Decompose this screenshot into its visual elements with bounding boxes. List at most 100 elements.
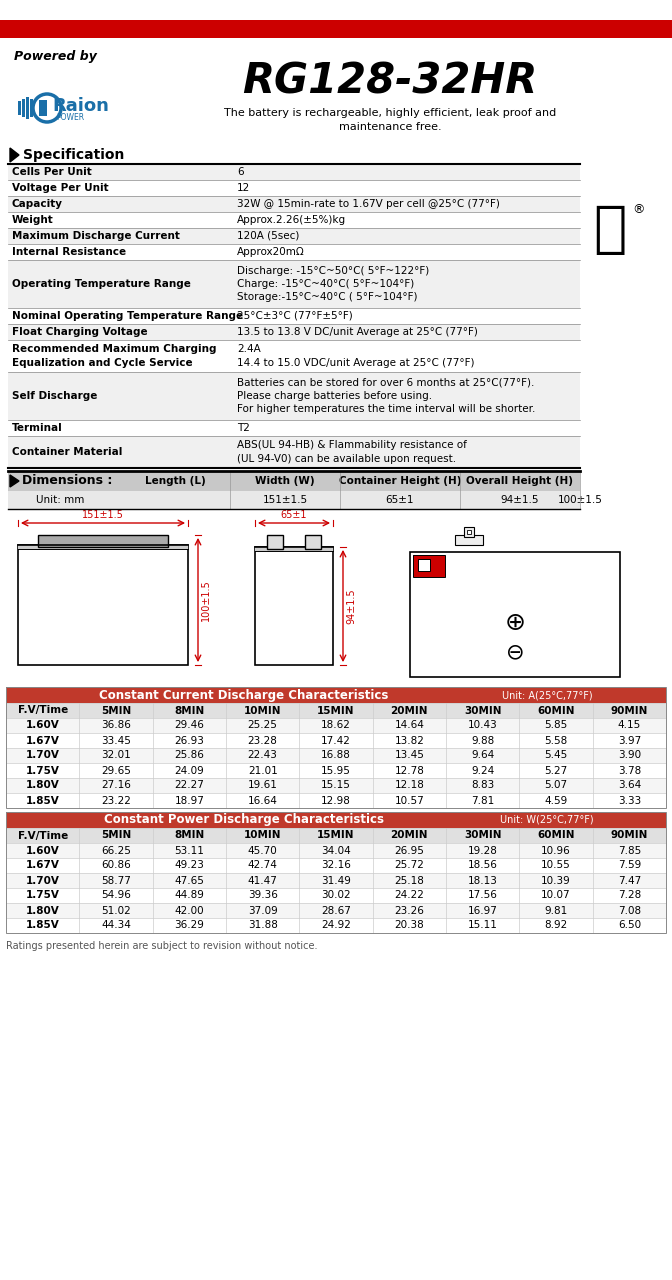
Text: 37.09: 37.09 [248, 905, 278, 915]
Text: 18.97: 18.97 [175, 795, 204, 805]
Text: 36.86: 36.86 [101, 721, 131, 731]
Bar [6, 844, 666, 858]
Bar [267, 535, 283, 549]
Text: Raion: Raion [52, 97, 109, 115]
Text: 47.65: 47.65 [175, 876, 204, 886]
Bar [418, 559, 430, 571]
Text: 25.86: 25.86 [175, 750, 204, 760]
Text: 3.78: 3.78 [618, 765, 641, 776]
Bar [410, 552, 620, 677]
Text: Float Charging Voltage: Float Charging Voltage [12, 326, 148, 337]
Bar [6, 687, 666, 808]
Text: 1.75V: 1.75V [26, 765, 60, 776]
Bar [6, 794, 666, 808]
Text: 5.27: 5.27 [544, 765, 568, 776]
Text: 10.39: 10.39 [541, 876, 571, 886]
Text: Weight: Weight [12, 215, 54, 225]
Bar [6, 873, 666, 888]
Text: 100±1.5: 100±1.5 [201, 579, 211, 621]
Text: 23.28: 23.28 [248, 736, 278, 745]
Text: F.V/Time: F.V/Time [17, 705, 68, 716]
Bar [22, 99, 25, 116]
Text: 7.08: 7.08 [618, 905, 641, 915]
Text: 10MIN: 10MIN [244, 831, 282, 841]
Text: Container Height (H): Container Height (H) [339, 476, 461, 486]
Text: 17.56: 17.56 [468, 891, 497, 901]
Text: Constant Current Discharge Characteristics: Constant Current Discharge Characteristi… [99, 689, 388, 701]
Bar [8, 492, 580, 509]
Text: Self Discharge: Self Discharge [12, 390, 97, 401]
Text: Nominal Operating Temperature Range: Nominal Operating Temperature Range [12, 311, 243, 321]
Text: 20MIN: 20MIN [390, 831, 428, 841]
Text: 8MIN: 8MIN [174, 705, 204, 716]
Text: 3.97: 3.97 [618, 736, 641, 745]
Text: 49.23: 49.23 [175, 860, 204, 870]
Text: ⊕: ⊕ [505, 611, 526, 635]
Text: 10.55: 10.55 [541, 860, 571, 870]
Text: 60.86: 60.86 [101, 860, 131, 870]
Text: 19.28: 19.28 [468, 846, 497, 855]
Text: 10.07: 10.07 [541, 891, 571, 901]
Text: 24.09: 24.09 [175, 765, 204, 776]
Bar [30, 99, 33, 116]
Text: 4.15: 4.15 [618, 721, 641, 731]
Text: 44.34: 44.34 [101, 920, 131, 931]
Text: 7.59: 7.59 [618, 860, 641, 870]
Text: 94±1.5: 94±1.5 [501, 495, 539, 506]
Text: 45.70: 45.70 [248, 846, 278, 855]
Text: 7.47: 7.47 [618, 876, 641, 886]
Text: 5MIN: 5MIN [101, 705, 131, 716]
Text: 3.64: 3.64 [618, 781, 641, 791]
Text: 23.22: 23.22 [101, 795, 131, 805]
Text: Constant Power Discharge Characteristics: Constant Power Discharge Characteristics [103, 814, 384, 827]
Bar [8, 228, 580, 244]
Text: 65±1: 65±1 [386, 495, 414, 506]
Bar [8, 260, 580, 308]
Text: 39.36: 39.36 [248, 891, 278, 901]
Text: 54.96: 54.96 [101, 891, 131, 901]
Text: 1.67V: 1.67V [26, 736, 60, 745]
Text: 94±1.5: 94±1.5 [346, 589, 356, 623]
Text: 9.64: 9.64 [471, 750, 495, 760]
Text: 120A (5sec): 120A (5sec) [237, 230, 299, 241]
Text: 16.88: 16.88 [321, 750, 351, 760]
Bar [0, 20, 672, 38]
Bar [6, 828, 666, 844]
Text: F.V/Time: F.V/Time [17, 831, 68, 841]
Text: 23.26: 23.26 [394, 905, 424, 915]
Text: 8.92: 8.92 [544, 920, 568, 931]
Bar [8, 164, 580, 180]
Bar [38, 535, 168, 547]
Text: 151±1.5: 151±1.5 [82, 509, 124, 520]
Text: Approx20mΩ: Approx20mΩ [237, 247, 304, 257]
Text: 1.60V: 1.60V [26, 846, 60, 855]
Text: Ratings presented herein are subject to revision without notice.: Ratings presented herein are subject to … [6, 941, 317, 951]
Text: 15.15: 15.15 [321, 781, 351, 791]
Bar [6, 858, 666, 873]
Text: Length (L): Length (L) [144, 476, 206, 486]
Bar [6, 918, 666, 933]
Text: 60MIN: 60MIN [537, 831, 575, 841]
Bar [26, 97, 29, 119]
Text: 13.5 to 13.8 V DC/unit Average at 25°C (77°F): 13.5 to 13.8 V DC/unit Average at 25°C (… [237, 326, 478, 337]
Bar [38, 535, 168, 547]
Text: 10.96: 10.96 [541, 846, 571, 855]
Text: 6: 6 [237, 166, 244, 177]
Text: 9.24: 9.24 [471, 765, 495, 776]
Bar [6, 733, 666, 748]
Text: 10MIN: 10MIN [244, 705, 282, 716]
Text: 13.45: 13.45 [394, 750, 424, 760]
Text: 25.25: 25.25 [248, 721, 278, 731]
Text: 3.90: 3.90 [618, 750, 641, 760]
Text: 36.29: 36.29 [175, 920, 204, 931]
Bar [255, 547, 333, 550]
Text: 90MIN: 90MIN [611, 831, 648, 841]
Text: 27.16: 27.16 [101, 781, 131, 791]
Text: 19.61: 19.61 [248, 781, 278, 791]
Text: Cells Per Unit: Cells Per Unit [12, 166, 92, 177]
Text: The battery is rechargeable, highly efficient, leak proof and
maintenance free.: The battery is rechargeable, highly effi… [224, 108, 556, 132]
Bar [464, 527, 474, 538]
Text: Recommended Maximum Charging
Equalization and Cycle Service: Recommended Maximum Charging Equalizatio… [12, 344, 216, 367]
Text: 34.04: 34.04 [321, 846, 351, 855]
Text: Capacity: Capacity [12, 198, 63, 209]
